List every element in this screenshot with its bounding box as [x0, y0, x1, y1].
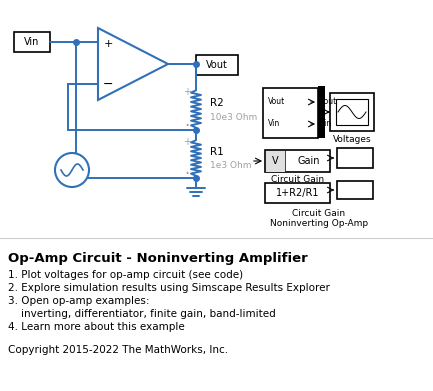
Text: Voltages: Voltages — [333, 135, 372, 143]
Text: 1e3 Ohm: 1e3 Ohm — [210, 161, 252, 170]
Text: 3. Open op-amp examples:: 3. Open op-amp examples: — [8, 296, 149, 306]
Text: V: V — [271, 156, 278, 166]
Text: 4. Learn more about this example: 4. Learn more about this example — [8, 322, 185, 332]
Text: Circuit Gain: Circuit Gain — [292, 208, 346, 217]
Text: Vout: Vout — [268, 97, 285, 106]
Text: R2: R2 — [210, 98, 224, 108]
Text: +: + — [103, 39, 113, 49]
Text: −: − — [103, 77, 113, 90]
Bar — [263, 88, 318, 138]
Text: +: + — [183, 137, 191, 147]
Text: Copyright 2015-2022 The MathWorks, Inc.: Copyright 2015-2022 The MathWorks, Inc. — [8, 345, 228, 355]
Bar — [265, 150, 330, 172]
Text: Vin: Vin — [268, 120, 280, 129]
Text: Circuit Gain: Circuit Gain — [271, 176, 324, 185]
Text: Op-Amp Circuit - Noninverting Amplifier: Op-Amp Circuit - Noninverting Amplifier — [8, 252, 308, 265]
Bar — [265, 150, 285, 172]
Text: ·: · — [184, 117, 190, 135]
Text: inverting, differentiator, finite gain, band-limited: inverting, differentiator, finite gain, … — [8, 309, 276, 319]
Text: ·: · — [184, 165, 190, 183]
Bar — [14, 32, 50, 52]
Text: Vout: Vout — [320, 97, 337, 106]
Bar — [318, 86, 325, 138]
Text: 2. Explore simulation results using Simscape Results Explorer: 2. Explore simulation results using Sims… — [8, 283, 330, 293]
Text: Noninverting Op-Amp: Noninverting Op-Amp — [270, 219, 368, 228]
Text: Gain: Gain — [298, 156, 320, 166]
Text: 1+R2/R1: 1+R2/R1 — [276, 188, 319, 198]
Text: +: + — [183, 87, 191, 97]
Bar — [265, 183, 330, 203]
Polygon shape — [98, 28, 168, 100]
Text: Vin: Vin — [320, 120, 332, 129]
Bar — [330, 93, 374, 131]
Bar — [337, 148, 373, 168]
Bar — [337, 181, 373, 199]
Bar — [336, 99, 368, 125]
Text: R1: R1 — [210, 147, 224, 157]
Bar — [196, 55, 238, 75]
Text: 1. Plot voltages for op-amp circuit (see code): 1. Plot voltages for op-amp circuit (see… — [8, 270, 243, 280]
Circle shape — [55, 153, 89, 187]
Text: Vin: Vin — [24, 37, 40, 47]
Text: Vout: Vout — [206, 60, 228, 70]
Text: 10e3 Ohm: 10e3 Ohm — [210, 113, 257, 122]
